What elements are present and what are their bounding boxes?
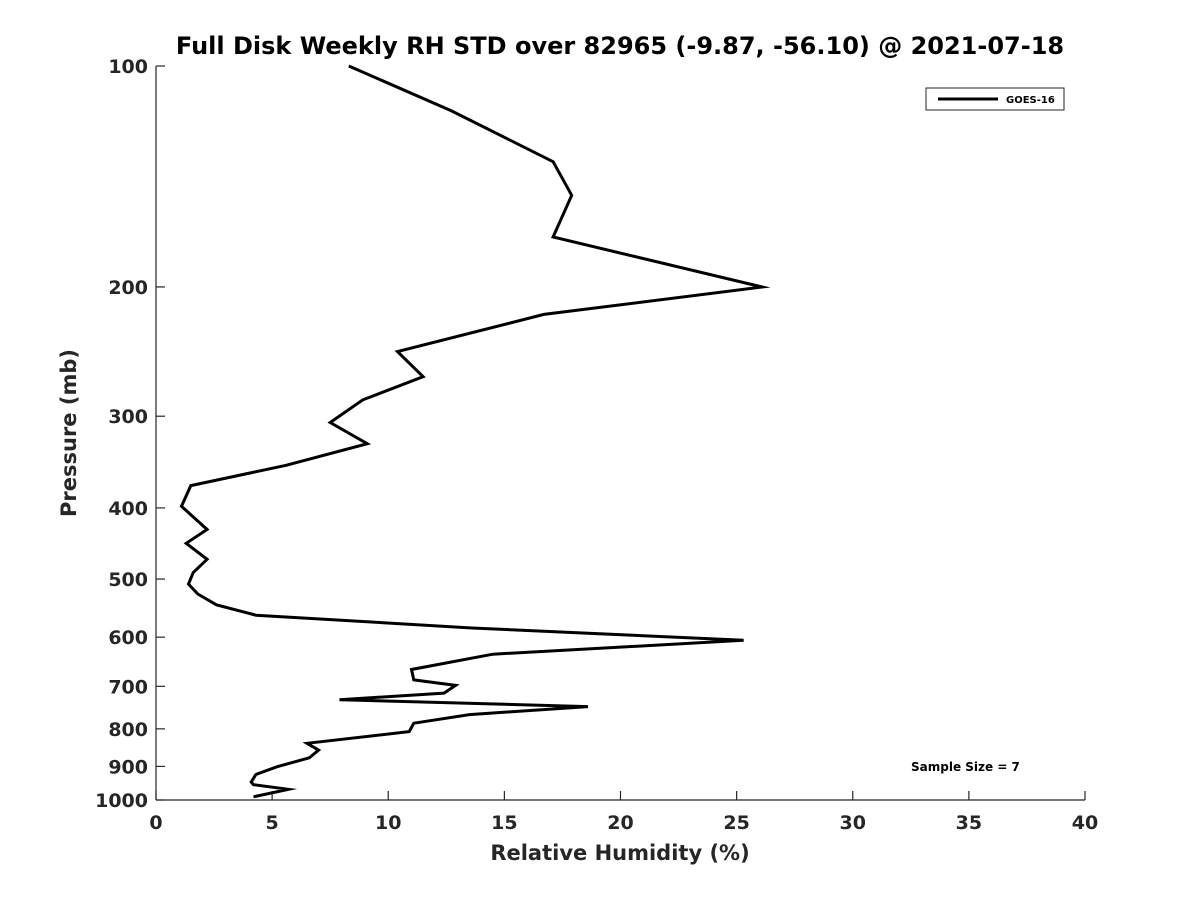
legend-label: GOES-16 xyxy=(1006,95,1055,106)
y-tick-label: 300 xyxy=(108,406,148,428)
y-ticks: 100 200 300 400 500 600 700 800 900 1000 xyxy=(95,56,165,812)
axes xyxy=(155,66,1085,801)
y-tick-label: 1000 xyxy=(95,790,148,812)
legend: GOES-16 xyxy=(925,87,1065,111)
y-tick-label: 600 xyxy=(108,627,148,649)
x-tick-label: 25 xyxy=(723,812,749,834)
y-axis-label: Pressure (mb) xyxy=(57,349,81,517)
chart-title: Full Disk Weekly RH STD over 82965 (-9.8… xyxy=(176,32,1064,60)
x-tick-label: 5 xyxy=(266,812,279,834)
y-tick-label: 400 xyxy=(108,498,148,520)
x-tick-label: 20 xyxy=(607,812,633,834)
y-tick-label: 500 xyxy=(108,569,148,591)
x-ticks: 0 5 10 15 20 25 30 35 40 xyxy=(149,791,1098,834)
y-tick-label: 100 xyxy=(108,56,148,78)
y-tick-label: 700 xyxy=(108,676,148,698)
y-tick-label: 900 xyxy=(108,756,148,778)
x-tick-label: 40 xyxy=(1072,812,1098,834)
x-tick-label: 30 xyxy=(840,812,866,834)
x-axis-label: Relative Humidity (%) xyxy=(490,841,749,865)
x-tick-label: 10 xyxy=(375,812,401,834)
sample-size-annotation: Sample Size = 7 xyxy=(911,760,1020,774)
series-group xyxy=(179,64,771,799)
x-tick-label: 15 xyxy=(491,812,517,834)
y-tick-label: 800 xyxy=(108,719,148,741)
x-tick-label: 0 xyxy=(149,812,162,834)
y-tick-label: 200 xyxy=(108,277,148,299)
series-line-goes-16 xyxy=(179,64,771,799)
x-tick-label: 35 xyxy=(956,812,982,834)
